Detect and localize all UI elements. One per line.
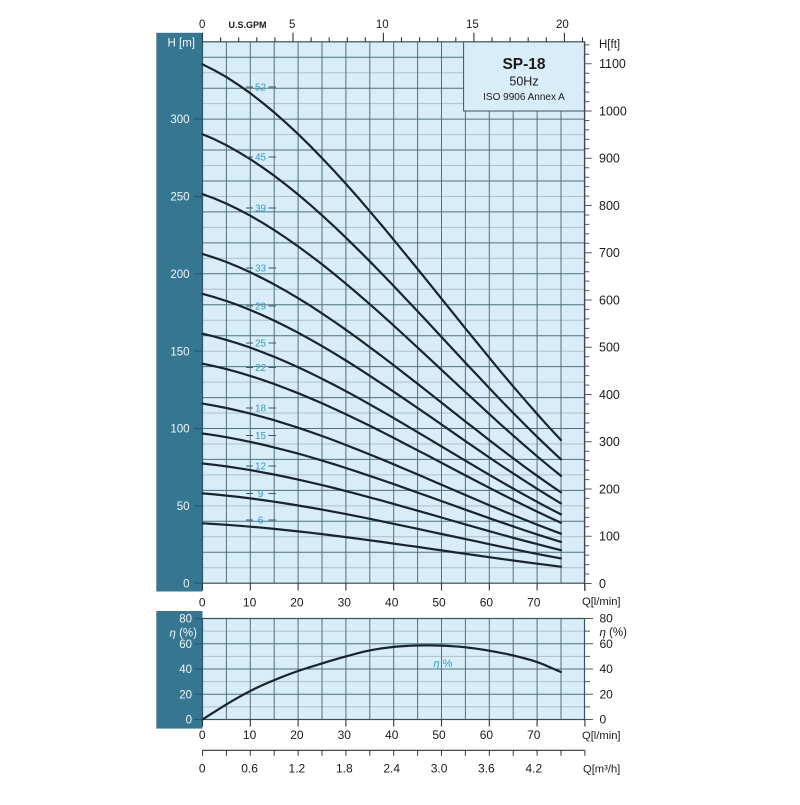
svg-text:20: 20 — [556, 19, 569, 31]
svg-text:40: 40 — [385, 595, 399, 609]
svg-text:Q[l/min]: Q[l/min] — [582, 596, 621, 608]
svg-text:100: 100 — [170, 424, 189, 436]
svg-text:U.S.GPM: U.S.GPM — [228, 20, 266, 30]
svg-text:η (%): η (%) — [170, 627, 198, 639]
svg-text:SP-18: SP-18 — [502, 56, 545, 73]
svg-text:ISO 9906 Annex A: ISO 9906 Annex A — [483, 92, 565, 103]
svg-text:100: 100 — [599, 530, 620, 544]
svg-text:25: 25 — [255, 339, 267, 350]
svg-text:15: 15 — [255, 431, 267, 442]
svg-text:0: 0 — [199, 728, 206, 742]
svg-text:20: 20 — [600, 687, 614, 701]
svg-text:80: 80 — [600, 612, 614, 626]
svg-text:900: 900 — [599, 152, 620, 166]
svg-text:1.2: 1.2 — [289, 761, 306, 775]
svg-text:10: 10 — [376, 19, 389, 31]
svg-text:3.6: 3.6 — [478, 761, 495, 775]
svg-text:2.4: 2.4 — [383, 761, 400, 775]
svg-text:12: 12 — [255, 462, 267, 473]
svg-text:η %: η % — [434, 658, 453, 670]
svg-text:200: 200 — [170, 269, 189, 281]
svg-text:250: 250 — [170, 192, 189, 204]
svg-text:33: 33 — [255, 264, 267, 275]
svg-text:50Hz: 50Hz — [509, 75, 538, 89]
svg-text:10: 10 — [243, 728, 257, 742]
svg-text:300: 300 — [170, 114, 189, 126]
svg-text:800: 800 — [599, 199, 620, 213]
svg-text:40: 40 — [385, 728, 399, 742]
svg-text:18: 18 — [255, 404, 267, 415]
svg-text:30: 30 — [338, 728, 352, 742]
svg-text:500: 500 — [599, 341, 620, 355]
svg-text:0: 0 — [600, 713, 607, 727]
svg-text:45: 45 — [255, 153, 267, 164]
svg-text:1.8: 1.8 — [336, 761, 353, 775]
svg-text:0: 0 — [199, 595, 206, 609]
svg-text:15: 15 — [466, 19, 479, 31]
svg-text:39: 39 — [255, 204, 267, 215]
svg-text:300: 300 — [599, 435, 620, 449]
svg-text:22: 22 — [255, 363, 267, 374]
svg-text:3.0: 3.0 — [431, 761, 448, 775]
svg-text:29: 29 — [255, 302, 267, 313]
svg-text:Q[l/min]: Q[l/min] — [582, 730, 621, 742]
svg-text:H[ft]: H[ft] — [599, 39, 620, 51]
svg-text:600: 600 — [599, 293, 620, 307]
svg-text:0: 0 — [186, 715, 192, 727]
svg-text:40: 40 — [179, 664, 192, 676]
svg-text:5: 5 — [289, 19, 295, 31]
svg-text:400: 400 — [599, 388, 620, 402]
svg-text:Q[m³/h]: Q[m³/h] — [583, 763, 620, 775]
svg-text:70: 70 — [527, 728, 541, 742]
svg-text:20: 20 — [290, 595, 304, 609]
svg-text:0: 0 — [183, 578, 189, 590]
svg-text:η (%): η (%) — [600, 627, 628, 639]
svg-text:0.6: 0.6 — [241, 761, 258, 775]
svg-text:4.2: 4.2 — [525, 761, 542, 775]
svg-text:60: 60 — [480, 728, 494, 742]
svg-text:1000: 1000 — [599, 104, 627, 118]
svg-text:0: 0 — [199, 761, 206, 775]
svg-text:H [m]: H [m] — [168, 38, 195, 50]
svg-text:40: 40 — [600, 662, 614, 676]
svg-text:6: 6 — [258, 516, 264, 527]
svg-text:0: 0 — [199, 19, 205, 31]
svg-text:700: 700 — [599, 246, 620, 260]
svg-text:80: 80 — [179, 614, 192, 626]
svg-text:60: 60 — [600, 637, 614, 651]
svg-text:1100: 1100 — [599, 57, 626, 71]
svg-text:10: 10 — [243, 595, 257, 609]
svg-text:9: 9 — [258, 489, 264, 500]
svg-text:50: 50 — [177, 501, 190, 513]
svg-text:50: 50 — [432, 728, 446, 742]
svg-text:0: 0 — [599, 577, 606, 591]
svg-text:60: 60 — [179, 639, 192, 651]
svg-text:200: 200 — [599, 482, 620, 496]
svg-text:20: 20 — [290, 728, 304, 742]
svg-text:20: 20 — [179, 689, 192, 701]
svg-text:52: 52 — [255, 83, 267, 94]
svg-text:50: 50 — [432, 595, 446, 609]
svg-text:150: 150 — [170, 346, 189, 358]
svg-text:30: 30 — [338, 595, 352, 609]
svg-text:60: 60 — [480, 595, 494, 609]
svg-text:70: 70 — [527, 595, 541, 609]
